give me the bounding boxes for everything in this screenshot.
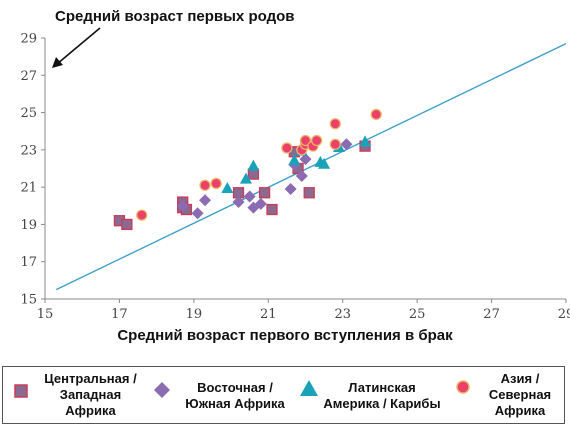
y-tick-label: 27 (20, 69, 37, 84)
data-point-triangle (288, 154, 301, 166)
annotation-arrow-group (52, 27, 101, 68)
x-tick-label: 15 (37, 307, 54, 322)
reference-line (55, 42, 567, 291)
data-point-triangle (247, 159, 260, 171)
y-tick-label: 15 (20, 293, 37, 308)
y-tick-label: 25 (20, 106, 37, 121)
data-point-circle (311, 134, 323, 147)
x-axis-label: Средний возраст первого вступления в бра… (117, 327, 453, 344)
data-point-square (121, 218, 133, 231)
legend-label: Центральная / Западная Африка (44, 371, 137, 418)
axes: 15 17 19 21 23 25 27 29 15 17 19 21 23 25 27 29 (20, 32, 570, 323)
circle-marker-icon (456, 380, 470, 394)
annotation-arrow-line (56, 27, 101, 65)
data-point-circle (210, 177, 222, 190)
data-point-diamond (232, 196, 245, 209)
x-tick-label: 21 (260, 307, 277, 322)
data-point-circle (136, 209, 148, 221)
data-point-triangle (359, 135, 372, 147)
triangle-marker-icon (300, 380, 318, 396)
x-tick-label: 23 (334, 307, 351, 322)
y-tick-label: 21 (20, 181, 37, 196)
y-tick-label: 19 (20, 218, 37, 233)
data-points (113, 108, 382, 231)
legend-item-central-west-africa: Центральная / Западная Африка (3, 367, 153, 423)
data-point-diamond (340, 138, 353, 151)
legend-item-east-south-africa: Восточная / Южная Африка (151, 367, 296, 423)
legend: Центральная / Западная Африка Восточная / Ю… (2, 366, 565, 424)
data-point-diamond (176, 199, 189, 212)
y-tick-label: 17 (20, 255, 37, 270)
annotation-text: Средний возраст первых родов (55, 8, 295, 25)
x-tick-label: 25 (409, 307, 426, 322)
legend-label: Восточная / Южная Африка (185, 380, 285, 411)
data-point-triangle (239, 172, 252, 184)
data-point-circle (299, 134, 312, 147)
reference-line-group (55, 42, 567, 291)
x-tick-label: 19 (186, 307, 203, 322)
data-point-diamond (243, 190, 256, 203)
data-point-diamond (299, 153, 312, 166)
data-point-circle (329, 138, 341, 150)
y-tick-label: 23 (20, 143, 37, 158)
data-point-square (266, 203, 278, 216)
diamond-marker-icon (154, 382, 170, 398)
data-point-diamond (254, 197, 267, 210)
legend-item-latin-america: Латинская Америка / Карибы (296, 367, 446, 423)
legend-label: Латинская Америка / Карибы (323, 380, 441, 411)
x-tick-label: 29 (558, 307, 570, 322)
legend-item-asia-north-africa: Азия / Северная Африка (451, 367, 564, 423)
data-point-circle (329, 118, 341, 130)
scatter-chart: 15 17 19 21 23 25 27 29 15 17 19 21 23 25 27 29 (20, 27, 570, 323)
data-point-diamond (191, 207, 204, 220)
y-tick-label: 29 (20, 32, 37, 47)
x-tick-label: 17 (111, 307, 128, 322)
data-point-diamond (199, 194, 212, 207)
data-point-circle (370, 108, 382, 121)
data-point-square (258, 187, 271, 199)
legend-label: Азия / Северная Африка (488, 371, 552, 418)
data-point-circle (199, 179, 211, 191)
data-point-diamond (295, 169, 308, 182)
data-point-circle (281, 142, 293, 154)
x-tick-label: 27 (483, 307, 500, 322)
data-point-triangle (318, 157, 331, 169)
data-point-square (303, 187, 315, 199)
annotation-arrow-head (52, 57, 63, 68)
data-point-triangle (221, 182, 234, 194)
square-marker-icon (14, 384, 28, 398)
data-point-diamond (284, 183, 297, 196)
